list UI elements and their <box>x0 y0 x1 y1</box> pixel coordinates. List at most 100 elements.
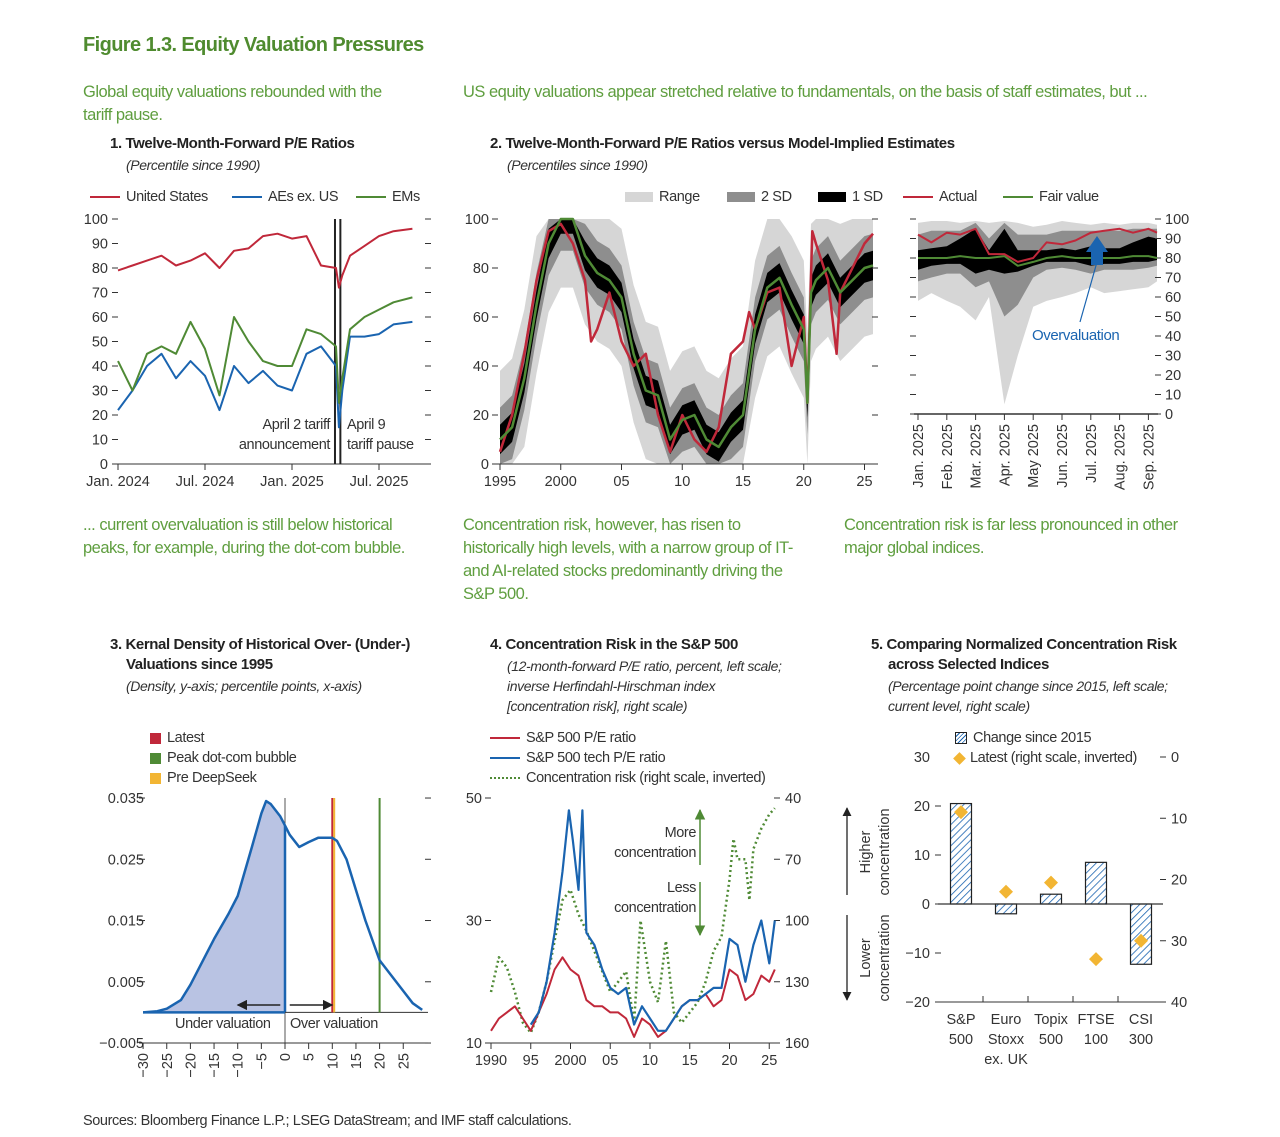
y-tick-label: 0 <box>100 457 108 473</box>
legend-swatch <box>490 737 520 739</box>
label-line: Less <box>666 880 696 896</box>
y-tick-label: 0.025 <box>108 852 144 868</box>
series-line-aes-ex-us <box>117 320 413 429</box>
legend-label: S&P 500 tech P/E ratio <box>526 750 666 766</box>
legend-label: S&P 500 P/E ratio <box>526 730 636 746</box>
x-tick-label: 10 <box>642 1053 658 1069</box>
legend-item-range: Range <box>625 189 700 205</box>
annotation-line: announcement <box>238 437 331 453</box>
legend-label: Pre DeepSeek <box>167 770 257 786</box>
y-tick-label-left: 20 <box>914 799 930 815</box>
description-mid-center: Concentration risk, however, has risen t… <box>463 516 793 603</box>
y-tick-label-left: −10 <box>905 946 930 962</box>
x-tick-label: 10 <box>325 1053 341 1069</box>
legend-swatch <box>490 757 520 759</box>
legend-swatch <box>90 196 120 198</box>
x-tick-label: 15 <box>349 1053 365 1069</box>
bar-ftse-100 <box>1084 861 1108 905</box>
x-tick-label: Jul. 2025 <box>350 474 409 490</box>
legend-label: Concentration risk (right scale, inverte… <box>526 770 766 786</box>
y-tick-label: 70 <box>1165 271 1181 287</box>
series-line-actual <box>498 222 874 454</box>
x-tick-label: Jul. 2024 <box>176 474 235 490</box>
figure-title: Figure 1.3. Equity Valuation Pressures <box>83 34 424 56</box>
y-tick-label: 0.035 <box>108 791 144 807</box>
y-tick-label-right: 40 <box>785 791 801 807</box>
legend-swatch <box>818 192 846 202</box>
lower-concentration-label: Lower <box>858 938 874 978</box>
legend-item-peak-dotcom: Peak dot-com bubble <box>150 750 297 766</box>
y-tick-label-left: 30 <box>914 750 930 766</box>
sources-note: Sources: Bloomberg Finance L.P.; LSEG Da… <box>83 1113 572 1129</box>
series-line-concentration-risk <box>489 807 776 1035</box>
diamond-marker-csi-300 <box>1134 933 1148 948</box>
panel3-title: 3. Kernal Density of Historical Over- (U… <box>110 635 410 675</box>
x-tick-label: 10 <box>674 474 690 490</box>
legend-swatch <box>903 196 933 198</box>
y-tick-label: 40 <box>473 359 489 375</box>
panel3-subtitle: (Density, y-axis; percentile points, x-a… <box>126 678 362 694</box>
legend-swatch <box>625 192 653 202</box>
diamond-marker-euro-stoxx-ex-uk <box>999 884 1013 899</box>
bar-topix-500 <box>1039 893 1063 905</box>
panel2-subtitle: (Percentiles since 1990) <box>507 157 648 173</box>
legend-label: Actual <box>939 189 977 205</box>
y-tick-label: 80 <box>473 261 489 277</box>
y-tick-label: 0.005 <box>108 975 144 991</box>
more-concentration-label: More concentration <box>580 823 696 863</box>
annotation-april-2: April 2 tariff announcement <box>200 415 331 455</box>
series-line-sp500-pe <box>490 956 776 1038</box>
y-tick-label: 80 <box>92 261 108 277</box>
less-concentration-label: Less concentration <box>580 878 696 918</box>
panel5-subtitle: (Percentage point change since 2015, lef… <box>888 676 1168 716</box>
x-tick-label: Jul. 2025 <box>1084 424 1100 483</box>
y-tick-label: 50 <box>1165 310 1181 326</box>
label-line: concentration <box>614 900 696 916</box>
category-label: 300 <box>1129 1032 1153 1048</box>
y-tick-label: 0.015 <box>108 914 144 930</box>
category-label: S&P <box>946 1012 975 1028</box>
subtitle-line: [concentration risk], right scale) <box>507 698 688 714</box>
diamond-marker-ftse-100 <box>1089 952 1103 967</box>
diamond-marker-s-p-500 <box>954 805 968 820</box>
y-tick-label: 100 <box>465 212 489 228</box>
x-tick-label: Mar. 2025 <box>969 424 985 489</box>
series-line-united-states <box>117 227 413 289</box>
y-tick-label-right: 40 <box>1171 995 1187 1011</box>
y-tick-label: 30 <box>1165 349 1181 365</box>
y-tick-label: 80 <box>1165 251 1181 267</box>
legend-item-united-states: United States <box>90 189 208 205</box>
x-tick-label: 1995 <box>484 474 516 490</box>
annotation-overvaluation: Overvaluation <box>1032 327 1120 344</box>
legend-item-latest-right-scale: Latest (right scale, inverted) <box>953 750 1137 766</box>
legend-item-concentration-risk: Concentration risk (right scale, inverte… <box>490 770 766 786</box>
subtitle-line: current level, right scale) <box>888 698 1030 714</box>
y-tick-label-left: 0 <box>922 897 930 913</box>
overvaluation-pointer <box>1079 261 1098 323</box>
over-valuation-label: Over valuation <box>290 1016 378 1032</box>
legend-label: Range <box>659 189 700 205</box>
category-label: Stoxx <box>988 1032 1025 1048</box>
x-tick-label: 25 <box>761 1053 777 1069</box>
category-label: Euro <box>991 1012 1022 1028</box>
x-tick-label: 2000 <box>554 1053 586 1069</box>
y-tick-label-left: 30 <box>466 914 482 930</box>
x-tick-label: −30 <box>136 1053 152 1078</box>
y-tick-label: 20 <box>92 408 108 424</box>
legend-item-sp500-tech-pe: S&P 500 tech P/E ratio <box>490 750 666 766</box>
x-tick-label: 5 <box>302 1053 318 1061</box>
x-tick-label: Jan. 2024 <box>86 474 150 490</box>
annotation-line: April 2 tariff <box>262 417 331 433</box>
x-tick-label: 05 <box>613 474 629 490</box>
x-tick-label: 15 <box>682 1053 698 1069</box>
legend-swatch <box>232 196 262 198</box>
legend-label: AEs ex. US <box>268 189 339 205</box>
panel5-title: 5. Comparing Normalized Concentration Ri… <box>871 635 1177 675</box>
title-line: across Selected Indices <box>888 656 1049 673</box>
legend-item-actual: Actual <box>903 189 977 205</box>
description-top-left: Global equity valuations rebounded with … <box>83 83 382 124</box>
legend-item-change-since-2015: Change since 2015 <box>955 730 1092 746</box>
y-tick-label-left: 10 <box>914 848 930 864</box>
legend-item-2sd: 2 SD <box>727 189 792 205</box>
